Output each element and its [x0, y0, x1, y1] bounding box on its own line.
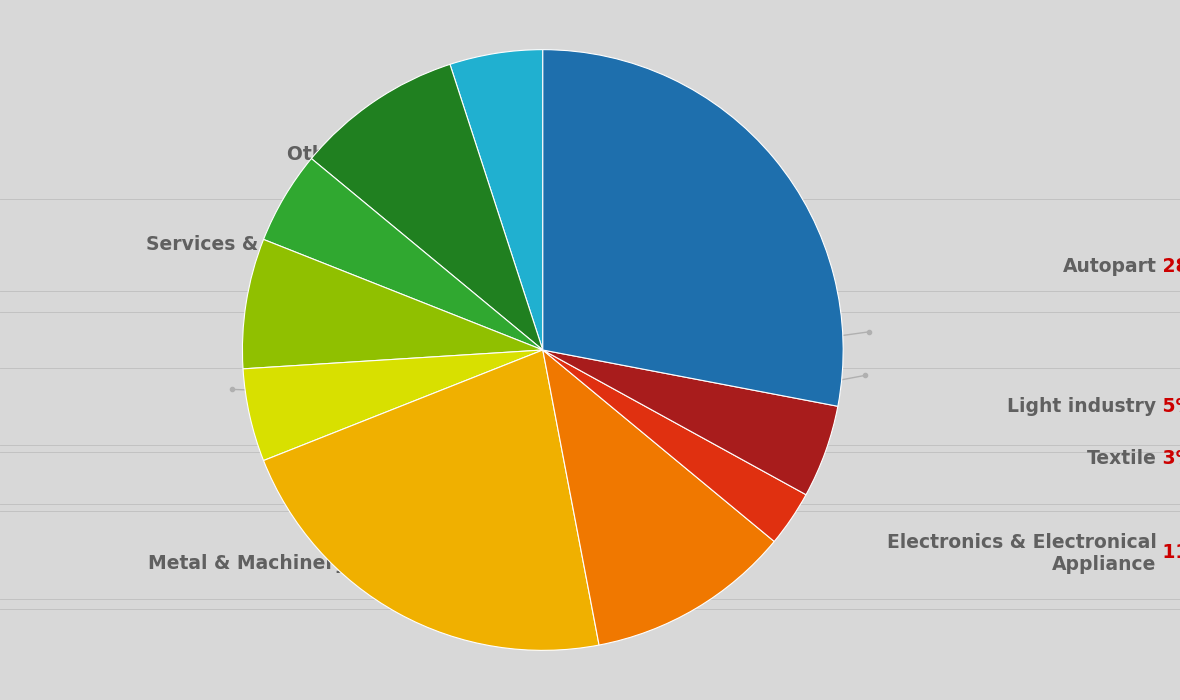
Bar	[369, 457, 398, 474]
Wedge shape	[450, 50, 543, 350]
Text: Electronics & Electronical
Appliance: Electronics & Electronical Appliance	[886, 533, 1156, 573]
Bar	[369, 555, 398, 572]
Wedge shape	[263, 350, 599, 650]
Text: Chemical: Chemical	[251, 389, 354, 409]
Text: Services & Utilities: Services & Utilities	[146, 235, 354, 255]
Text: Textile: Textile	[1087, 449, 1156, 468]
Text: Other: Other	[287, 144, 354, 164]
Bar	[369, 314, 398, 330]
Wedge shape	[312, 64, 543, 350]
Text: Light industry: Light industry	[1008, 396, 1156, 416]
Text: 5%: 5%	[354, 312, 392, 332]
Bar	[369, 237, 398, 253]
Text: 9%: 9%	[354, 235, 393, 255]
Text: 28%: 28%	[1156, 256, 1180, 276]
Wedge shape	[243, 350, 543, 461]
Text: 5%: 5%	[1156, 396, 1180, 416]
Wedge shape	[543, 350, 774, 645]
Wedge shape	[263, 158, 543, 350]
Text: Autopart: Autopart	[1062, 256, 1156, 276]
Bar	[369, 146, 398, 162]
Text: 3%: 3%	[1156, 449, 1180, 468]
Text: 11%: 11%	[1156, 543, 1180, 563]
Text: Plastic: Plastic	[277, 312, 354, 332]
Wedge shape	[543, 50, 844, 406]
Text: 5%: 5%	[354, 456, 392, 475]
Bar	[369, 391, 398, 407]
Text: 7%: 7%	[354, 389, 392, 409]
Bar	[690, 398, 719, 414]
Wedge shape	[543, 350, 838, 495]
Bar	[690, 545, 719, 561]
Bar	[690, 258, 719, 274]
Text: Metal & Machinery: Metal & Machinery	[149, 554, 354, 573]
Text: Paper: Paper	[286, 456, 354, 475]
Text: 5%: 5%	[354, 144, 392, 164]
Text: 22%: 22%	[354, 554, 405, 573]
Bar	[690, 450, 719, 467]
Wedge shape	[543, 350, 806, 542]
Wedge shape	[242, 239, 543, 369]
